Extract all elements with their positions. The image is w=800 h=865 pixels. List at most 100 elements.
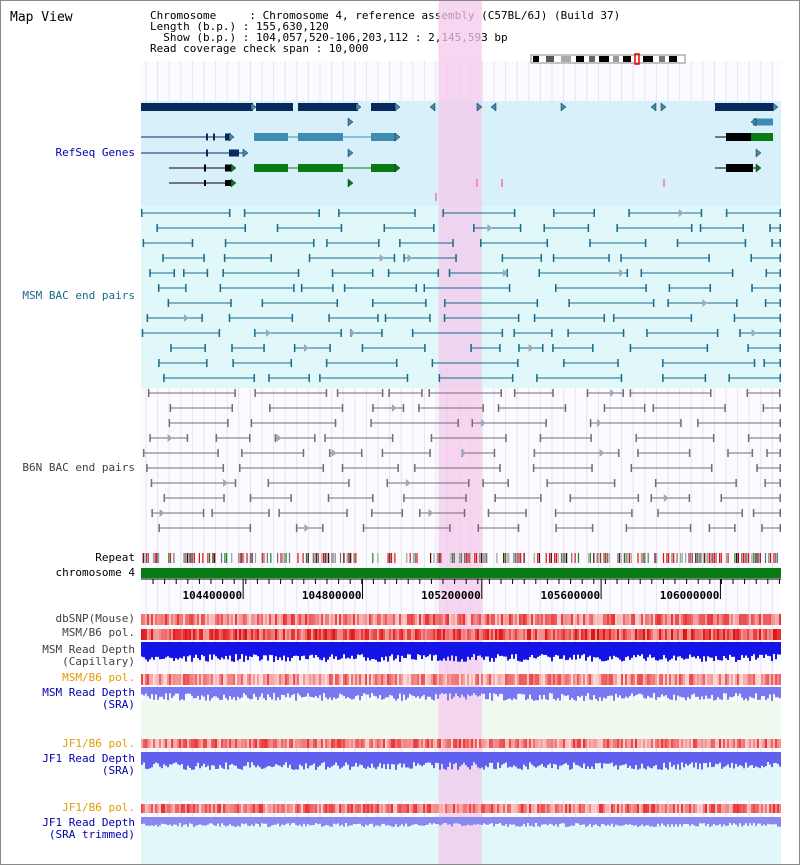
chromosome-ideogram[interactable] bbox=[530, 53, 686, 65]
repeat-mark bbox=[598, 553, 600, 563]
pol-cell bbox=[747, 739, 749, 748]
pol-cell bbox=[143, 804, 145, 813]
polymorphism-tracks[interactable] bbox=[141, 614, 781, 813]
bac-end bbox=[690, 224, 693, 232]
depth-bar bbox=[387, 817, 389, 826]
pol-cell bbox=[597, 614, 599, 625]
depth-bar bbox=[401, 752, 403, 768]
depth-bar bbox=[329, 817, 331, 827]
pol-cell bbox=[735, 614, 737, 625]
pol-cell bbox=[481, 739, 483, 748]
depth-bar bbox=[393, 687, 395, 699]
depth-bar bbox=[651, 687, 653, 698]
pol-cell bbox=[653, 804, 655, 813]
pol-cell bbox=[701, 739, 703, 748]
depth-bar bbox=[189, 817, 191, 824]
pol-cell bbox=[245, 629, 247, 640]
depth-bar bbox=[647, 687, 649, 696]
depth-bar bbox=[423, 687, 425, 695]
repeat-mark bbox=[406, 553, 408, 563]
depth-bar bbox=[679, 687, 681, 697]
bac-end bbox=[482, 479, 484, 487]
depth-bar bbox=[223, 642, 225, 660]
depth-bar bbox=[577, 642, 579, 655]
depth-bar bbox=[455, 752, 457, 763]
pol-cell bbox=[471, 739, 473, 748]
pol-cell bbox=[253, 674, 255, 685]
pol-cell bbox=[451, 804, 453, 813]
depth-bar bbox=[341, 687, 343, 695]
bac-end bbox=[704, 374, 707, 382]
pol-cell bbox=[461, 629, 463, 640]
repeat-mark bbox=[185, 553, 187, 563]
pol-cell bbox=[169, 614, 171, 625]
pol-cell bbox=[453, 674, 455, 685]
pol-cell bbox=[435, 739, 437, 748]
pol-cell bbox=[377, 629, 379, 640]
depth-bar bbox=[529, 687, 531, 695]
b6n-bac-track[interactable] bbox=[142, 389, 781, 532]
pol-cell bbox=[149, 614, 151, 625]
pol-cell bbox=[417, 674, 419, 685]
depth-bar bbox=[657, 817, 659, 824]
pol-cell bbox=[565, 739, 567, 748]
refseq-genes-track[interactable] bbox=[141, 102, 779, 201]
depth-bar bbox=[767, 817, 769, 824]
read-depth-tracks[interactable] bbox=[141, 642, 781, 827]
repeat-mark bbox=[747, 553, 750, 563]
bac-end bbox=[300, 284, 303, 292]
depth-bar bbox=[335, 687, 337, 699]
bac-end bbox=[779, 299, 781, 307]
pol-cell bbox=[691, 739, 693, 748]
bac-end bbox=[381, 449, 384, 457]
pol-cell bbox=[339, 614, 341, 625]
pol-cell bbox=[541, 614, 543, 625]
depth-bar bbox=[255, 642, 257, 655]
msm-bac-track[interactable] bbox=[141, 209, 781, 382]
depth-bar bbox=[375, 817, 377, 826]
bac-end bbox=[402, 404, 405, 412]
pol-cell bbox=[343, 804, 345, 813]
pol-cell bbox=[743, 739, 745, 748]
pol-cell bbox=[147, 739, 149, 748]
bac-end bbox=[652, 404, 655, 412]
bac-end bbox=[626, 269, 629, 277]
pol-cell bbox=[529, 804, 531, 813]
bac-end bbox=[156, 224, 158, 232]
pol-cell bbox=[211, 739, 213, 748]
depth-bar bbox=[655, 687, 657, 700]
depth-bar bbox=[347, 642, 349, 658]
depth-bar bbox=[661, 687, 663, 695]
chromosome-bar[interactable] bbox=[141, 568, 781, 578]
depth-bar bbox=[143, 752, 145, 763]
pol-cell bbox=[421, 614, 423, 625]
depth-bar bbox=[523, 642, 525, 660]
pol-cell bbox=[483, 674, 485, 685]
depth-bar bbox=[671, 642, 673, 659]
depth-bar bbox=[767, 752, 769, 763]
pol-cell bbox=[437, 674, 439, 685]
pol-cell bbox=[185, 614, 187, 625]
pol-cell bbox=[275, 739, 277, 748]
repeat-track[interactable] bbox=[142, 553, 778, 563]
pol-cell bbox=[521, 629, 523, 640]
bac-end bbox=[232, 359, 234, 367]
bac-end bbox=[742, 224, 744, 232]
pol-cell bbox=[379, 674, 381, 685]
pol-cell bbox=[153, 614, 155, 625]
pol-cell bbox=[535, 629, 537, 640]
pol-cell bbox=[469, 804, 471, 813]
pol-cell bbox=[627, 804, 629, 813]
bac-end bbox=[501, 329, 504, 337]
repeat-mark bbox=[246, 553, 248, 563]
depth-bar bbox=[297, 817, 299, 826]
depth-bar bbox=[449, 752, 451, 763]
pol-cell bbox=[401, 614, 403, 625]
depth-bar bbox=[595, 642, 597, 658]
highlight-region[interactable] bbox=[438, 1, 482, 864]
depth-bar bbox=[391, 817, 393, 827]
repeat-mark bbox=[450, 553, 452, 563]
depth-bar bbox=[549, 687, 551, 694]
pol-cell bbox=[391, 629, 393, 640]
